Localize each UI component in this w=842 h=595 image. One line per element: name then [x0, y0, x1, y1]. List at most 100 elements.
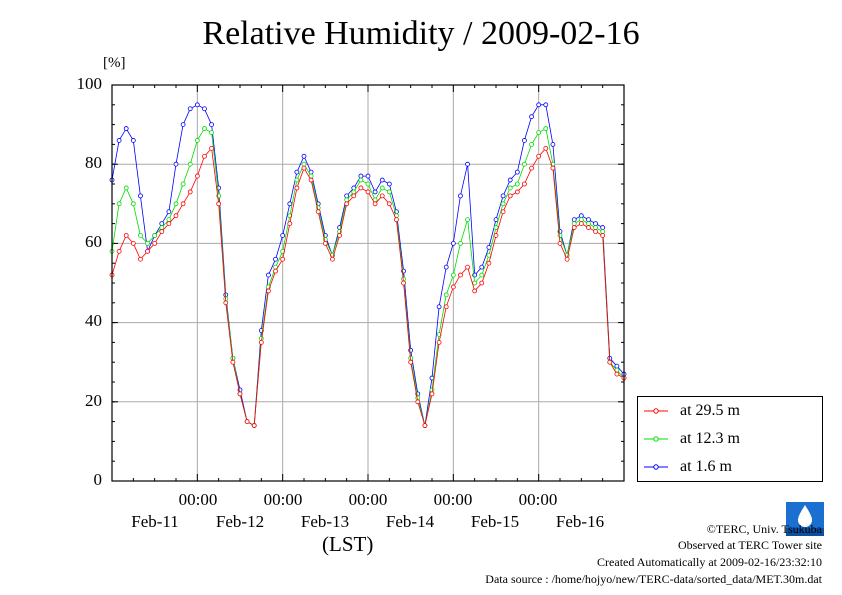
chart-title: Relative Humidity / 2009-02-16 [202, 15, 640, 52]
x-time-label: 00:00 [518, 490, 558, 509]
data-point [479, 264, 485, 270]
data-point [266, 272, 271, 278]
data-point [123, 185, 129, 191]
data-point [571, 221, 577, 227]
data-point [536, 153, 542, 159]
data-point [187, 106, 193, 112]
data-point [351, 189, 357, 195]
data-point [152, 233, 158, 238]
data-point [486, 260, 492, 266]
data-point [173, 161, 179, 167]
data-point [130, 201, 136, 207]
data-point [280, 233, 286, 238]
data-point [322, 240, 328, 246]
y-tick-label: 20 [85, 391, 102, 410]
data-point [187, 189, 193, 195]
data-point [514, 169, 520, 175]
data-point [244, 419, 250, 425]
data-point [209, 145, 214, 151]
data-point [415, 399, 421, 405]
data-point [180, 181, 186, 187]
data-point [493, 233, 499, 238]
data-point [159, 229, 165, 234]
y-tick-label: 60 [85, 232, 102, 251]
data-point [458, 240, 463, 246]
data-point [472, 280, 478, 286]
data-point [287, 201, 293, 207]
data-point [337, 233, 342, 238]
legend-item: at 12.3 m [638, 429, 822, 449]
data-point [358, 185, 364, 191]
data-point [365, 173, 371, 179]
data-point [180, 201, 186, 207]
data-point [251, 423, 257, 428]
plot-frame [111, 84, 625, 482]
data-point [202, 126, 207, 131]
data-point [600, 229, 606, 234]
data-point [365, 181, 371, 187]
data-point [550, 141, 556, 147]
data-point [166, 209, 172, 215]
legend-label: at 1.6 m [680, 458, 732, 475]
data-point [138, 233, 143, 238]
data-point [536, 130, 542, 135]
data-point [344, 193, 350, 199]
data-point [458, 272, 463, 278]
data-point [593, 229, 598, 234]
data-point [450, 272, 456, 278]
data-point [266, 288, 271, 294]
data-point [166, 221, 172, 227]
data-point [443, 264, 449, 270]
x-day-label: Feb-12 [215, 512, 265, 531]
data-point [138, 193, 143, 199]
data-point [571, 225, 577, 230]
data-point [586, 225, 591, 230]
data-point [130, 240, 136, 246]
x-day-label: Feb-14 [385, 512, 435, 531]
data-point [180, 122, 186, 127]
data-point [564, 256, 570, 262]
data-point [578, 221, 584, 227]
data-point [593, 221, 598, 227]
data-point [287, 221, 293, 227]
x-time-label: 00:00 [433, 490, 473, 509]
data-point [507, 185, 513, 191]
data-point [586, 217, 591, 223]
data-point [450, 284, 456, 290]
data-point [386, 181, 392, 187]
data-point [194, 138, 200, 143]
data-point [500, 193, 506, 199]
data-point [543, 145, 549, 151]
data-point [194, 173, 200, 179]
data-point [529, 114, 534, 120]
data-point [216, 201, 222, 207]
data-point [379, 193, 385, 199]
x-time-label: 00:00 [178, 490, 218, 509]
data-point [301, 153, 307, 159]
data-point [145, 240, 150, 246]
data-point [301, 165, 307, 171]
x-day-label: Feb-11 [131, 512, 179, 531]
data-point [394, 217, 399, 223]
footer-copyright: ©TERC, Univ. Tsukuba [706, 522, 822, 536]
x-day-label: Feb-13 [300, 512, 350, 531]
data-point [209, 122, 214, 127]
data-point [522, 161, 527, 167]
data-point [159, 225, 165, 230]
data-point [202, 153, 207, 159]
data-point [379, 185, 385, 191]
data-point [344, 197, 350, 203]
data-point [351, 193, 357, 199]
data-point [522, 138, 527, 143]
data-point [571, 217, 577, 223]
data-point [514, 189, 520, 195]
legend-marker-blue [644, 464, 668, 470]
data-point [294, 177, 300, 183]
data-point [330, 256, 335, 262]
data-point [187, 161, 193, 167]
data-point [166, 217, 172, 223]
data-point [614, 363, 620, 369]
y-tick-label: 80 [85, 153, 102, 172]
data-point [194, 102, 200, 108]
data-point [536, 102, 542, 108]
